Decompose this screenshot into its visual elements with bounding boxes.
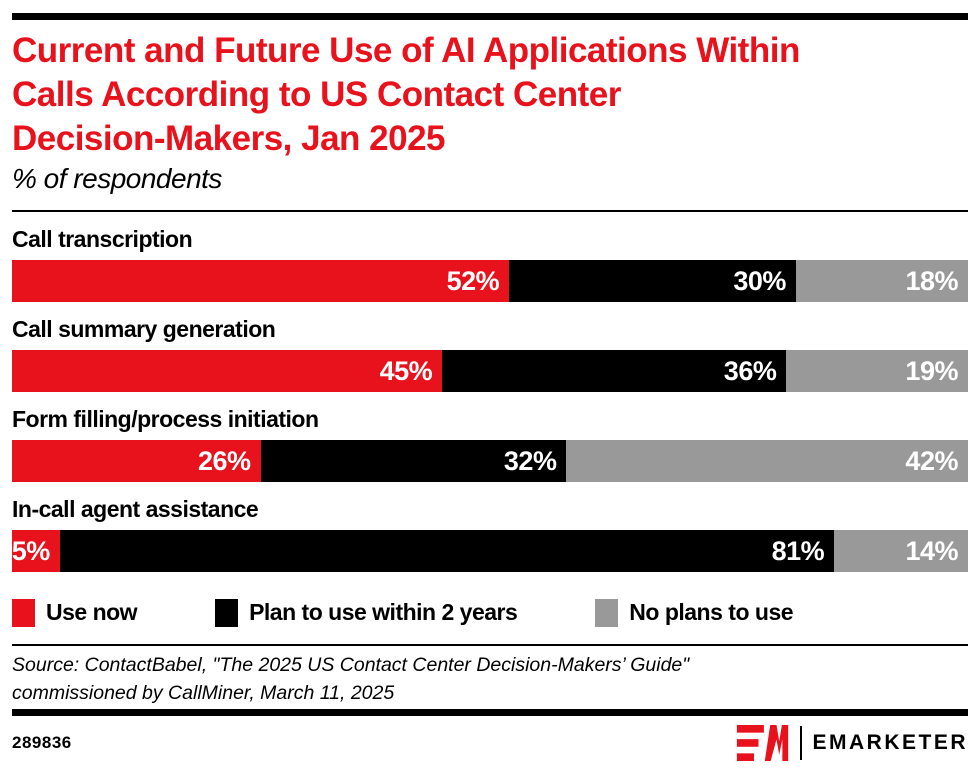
bar-segment: 5% (12, 530, 60, 572)
stacked-bar: 26% 32% 42% (12, 440, 968, 482)
legend-label: Use now (46, 599, 138, 625)
segment-value: 26% (198, 445, 251, 476)
header-divider (12, 210, 968, 212)
top-rule (12, 13, 968, 20)
segment-value: 52% (446, 265, 500, 296)
bar-segment: 30% (509, 260, 796, 302)
stacked-bar: 5% 81% 14% (12, 530, 968, 572)
footer: 289836 EMARKETER (12, 725, 968, 761)
bar-row: In-call agent assistance 5% 81% 14% (12, 495, 968, 572)
chart: Call transcription 52% 30% 18% Call summary … (12, 225, 968, 572)
bar-segment: 18% (795, 260, 968, 302)
legend-item-no-plans: No plans to use (595, 598, 794, 627)
bar-segment: 45% (12, 350, 443, 392)
bar-segment: 19% (786, 350, 968, 392)
bar-row: Call summary generation 45% 36% 19% (12, 315, 968, 392)
bar-segment: 26% (12, 440, 261, 482)
stacked-bar: 45% 36% 19% (12, 350, 968, 392)
segment-value: 45% (379, 355, 433, 386)
category-label: In-call agent assistance (12, 496, 259, 522)
segment-value: 18% (905, 265, 958, 296)
bar-segment: 52% (12, 260, 510, 302)
source-note: Source: ContactBabel, "The 2025 US Conta… (12, 654, 690, 704)
legend-swatch-gray-icon (595, 598, 619, 627)
category-label: Form filling/process initiation (12, 406, 319, 432)
bar-segment: 36% (442, 350, 787, 392)
brand-logo: EMARKETER (734, 725, 968, 761)
legend-label: Plan to use within 2 years (249, 599, 518, 625)
bar-segment: 42% (566, 440, 968, 482)
legend-item-plan-to-use: Plan to use within 2 years (215, 598, 518, 627)
bar-row: Call transcription 52% 30% 18% (12, 225, 968, 302)
legend-swatch-black-icon (215, 598, 239, 627)
segment-value: 5% (11, 535, 51, 566)
bar-row: Form filling/process initiation 26% 32% 42% (12, 405, 968, 482)
segment-value: 42% (905, 445, 958, 476)
bar-segment: 32% (260, 440, 567, 482)
stacked-bar: 52% 30% 18% (12, 260, 968, 302)
page: Current and Future Use of AI Application… (0, 13, 980, 780)
category-label: Call transcription (12, 226, 193, 252)
chart-id: 289836 (12, 733, 72, 752)
legend-item-use-now: Use now (12, 598, 138, 627)
segment-value: 30% (733, 265, 786, 296)
segment-value: 81% (771, 535, 825, 566)
segment-value: 36% (723, 355, 777, 386)
source-divider (12, 644, 968, 646)
bar-segment: 81% (59, 530, 835, 572)
brand-wordmark: EMARKETER (812, 731, 968, 754)
segment-value: 19% (905, 355, 958, 386)
segment-value: 32% (503, 445, 557, 476)
segment-value: 14% (905, 535, 958, 566)
chart-subtitle: % of respondents (12, 163, 222, 194)
em-monogram-icon (737, 725, 789, 761)
legend: Use now Plan to use within 2 years No pl… (12, 598, 968, 627)
bar-segment: 14% (834, 530, 968, 572)
category-label: Call summary generation (12, 316, 276, 342)
bottom-rule (12, 709, 968, 716)
logo-divider (800, 726, 803, 760)
legend-label: No plans to use (629, 599, 794, 625)
legend-swatch-red-icon (12, 598, 35, 627)
chart-title: Current and Future Use of AI Application… (12, 31, 800, 158)
